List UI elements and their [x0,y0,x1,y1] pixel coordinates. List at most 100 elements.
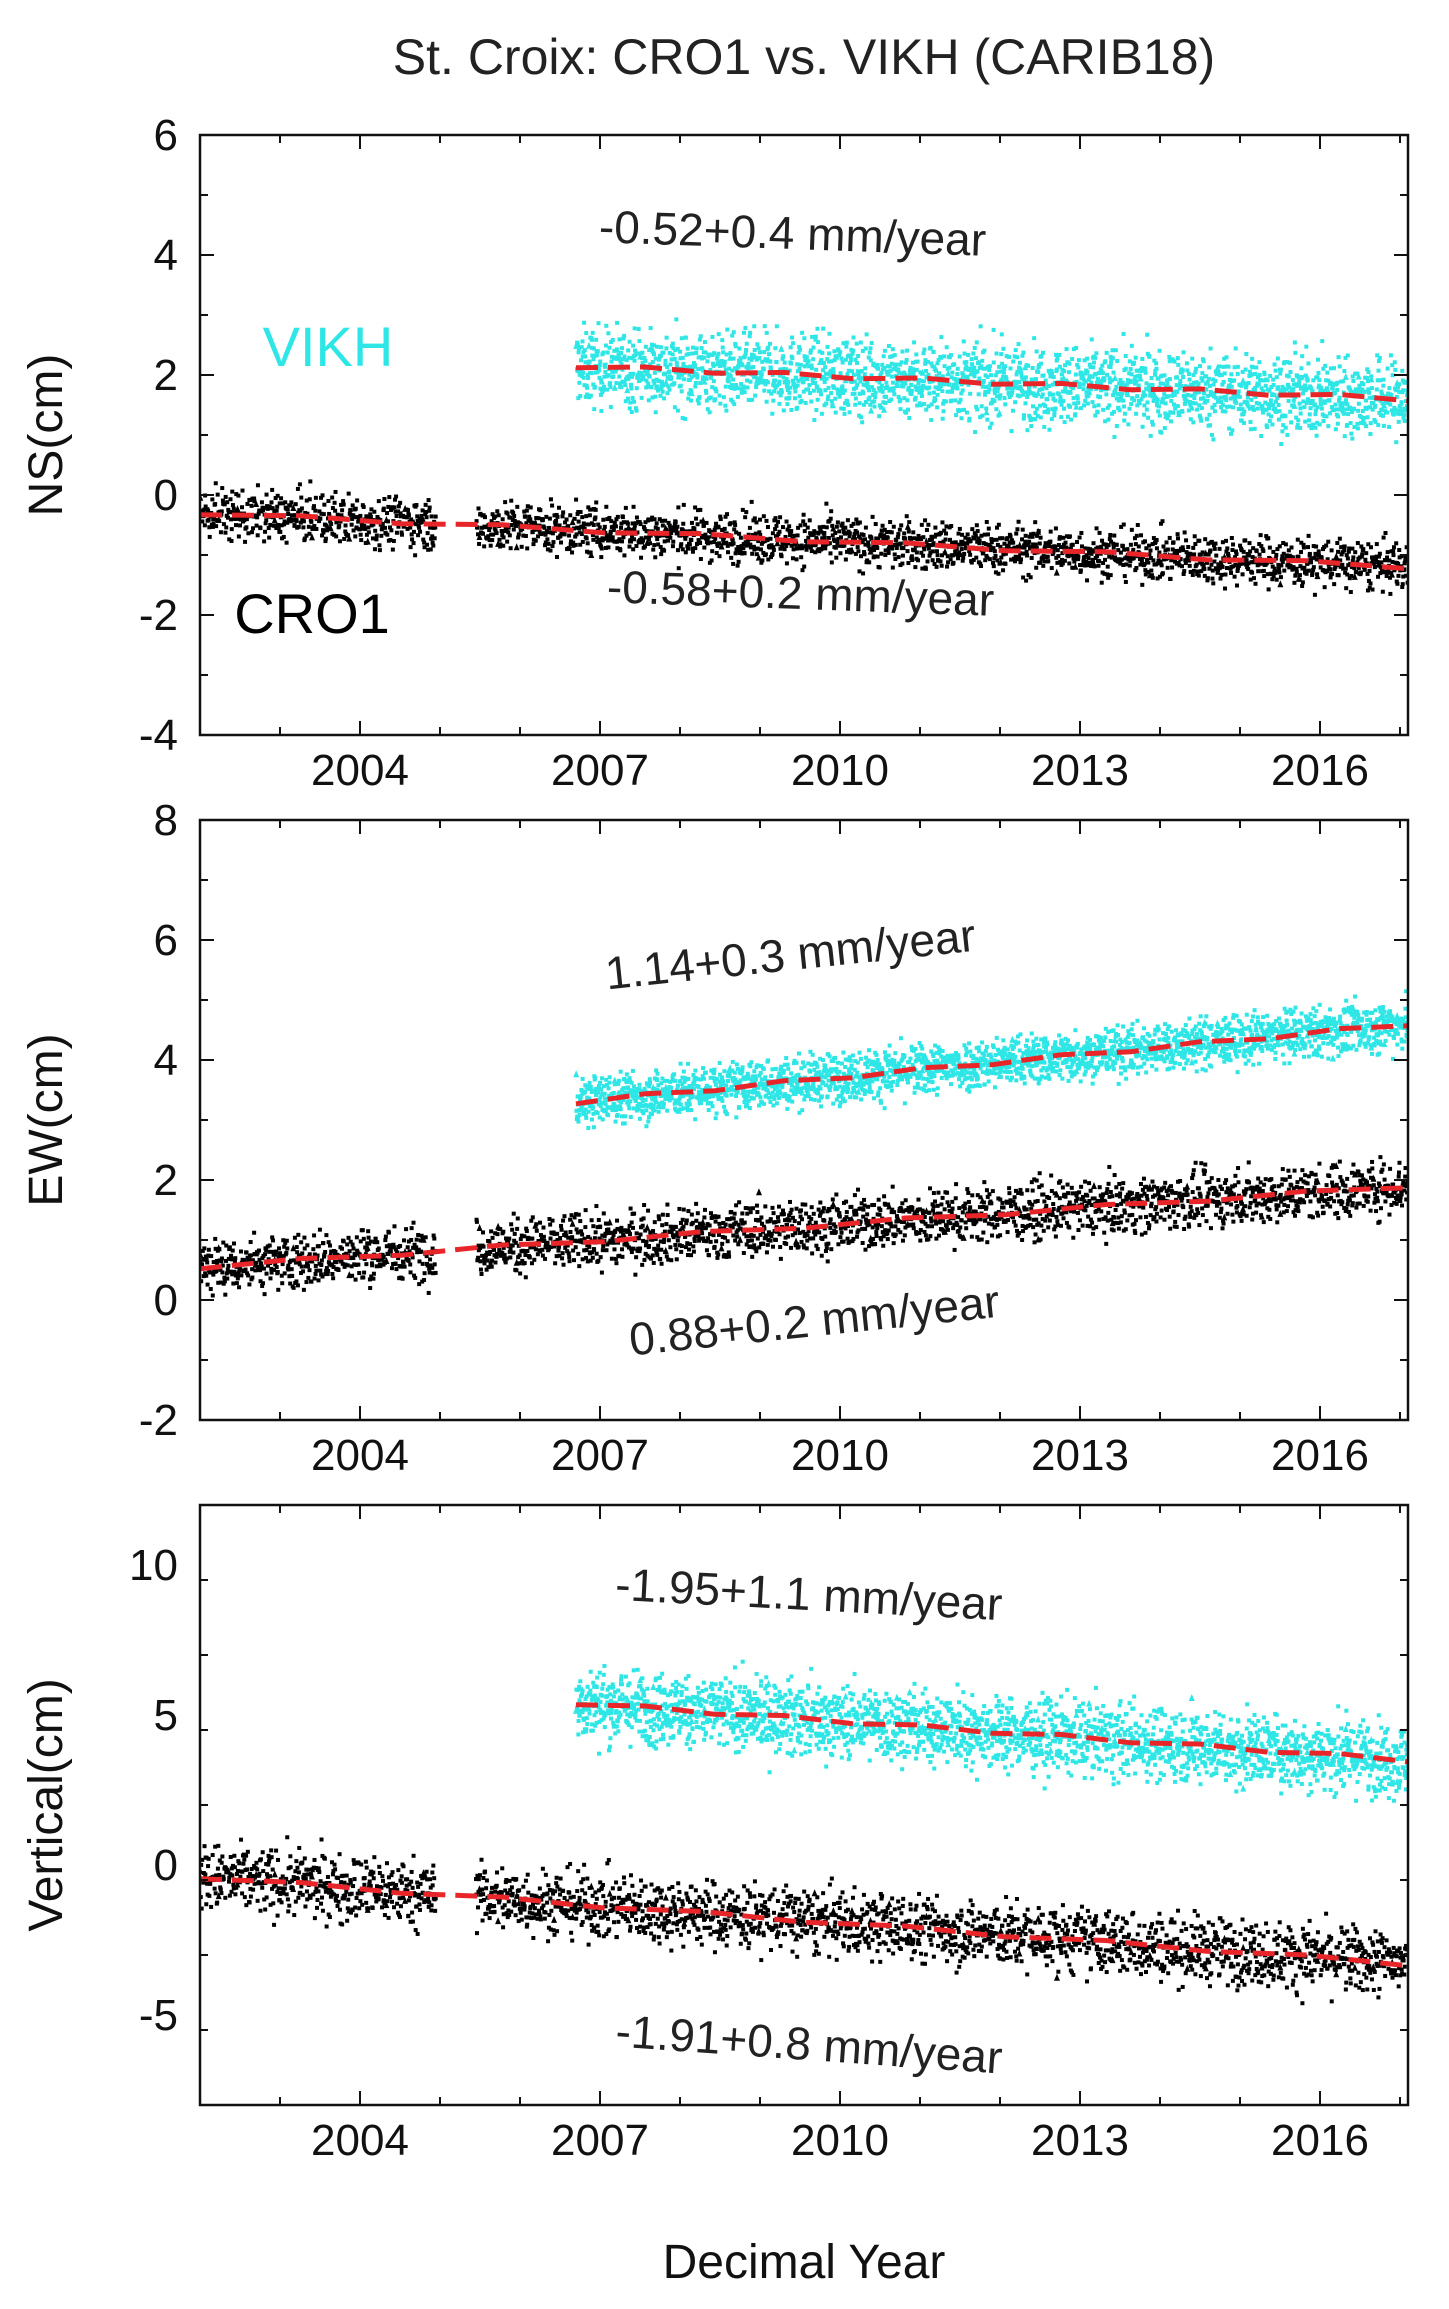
data-point [1244,351,1249,356]
data-point [966,382,971,387]
data-point [1385,550,1390,555]
data-point [515,504,520,509]
data-point [970,370,975,375]
data-point [679,542,684,547]
data-point [1105,564,1110,569]
data-point [1114,423,1119,428]
data-point [576,509,581,514]
data-point [1079,530,1084,535]
data-point [1052,413,1057,418]
data-point [1175,356,1180,361]
data-point [973,533,978,538]
data-point [736,362,741,367]
data-point [756,346,761,351]
data-point [521,533,526,538]
data-point [998,369,1003,374]
data-point [958,553,963,558]
data-point [1364,424,1369,429]
data-point [964,360,969,365]
data-point [996,571,1001,576]
data-point [953,549,958,554]
data-point [590,1089,595,1094]
data-point [1087,362,1092,367]
data-point [1251,546,1256,551]
data-point [380,521,385,526]
data-point [867,350,872,355]
data-point [639,371,644,376]
data-point [739,381,744,386]
data-point [698,507,703,512]
data-point [220,498,225,503]
data-point [919,390,924,395]
data-point [233,523,238,528]
data-point [1368,421,1373,426]
data-point [1019,371,1024,376]
data-point [648,326,653,331]
data-point [1033,377,1038,382]
data-point [1150,422,1155,427]
data-point [974,404,979,409]
data-point [692,527,697,532]
data-point [595,370,600,375]
data-point [1248,577,1253,582]
data-point [1206,541,1211,546]
data-point [913,565,918,570]
data-point [1229,565,1234,570]
data-point [969,357,974,362]
data-point [821,524,826,529]
data-point [885,535,890,540]
data-point [985,555,990,560]
data-point [1073,412,1078,417]
data-point [421,537,426,542]
data-point [585,541,590,546]
data-point [912,340,917,345]
data-point [330,506,335,511]
data-point [1333,564,1338,569]
data-point [1206,393,1211,398]
data-point [942,364,947,369]
data-point [298,508,303,513]
data-point [870,385,875,390]
data-point [382,496,387,501]
data-point [977,376,982,381]
data-point [1218,395,1223,400]
data-point [411,529,416,534]
data-point [1079,371,1084,376]
data-point [909,554,914,559]
data-point [1345,556,1350,561]
data-point [740,388,745,393]
data-point [579,1088,584,1093]
data-point [952,362,957,367]
data-point [1003,561,1008,566]
data-point [872,404,877,409]
data-point [508,546,513,551]
data-point [240,505,245,510]
data-point [1327,398,1332,403]
data-point [1378,398,1383,403]
data-point [255,483,260,488]
data-point [845,399,850,404]
data-point [1290,377,1295,382]
data-point [1239,418,1244,423]
data-point [1181,350,1186,355]
data-point [291,518,296,523]
data-point [812,376,817,381]
data-point [1090,560,1095,565]
data-point [801,519,806,524]
data-point [385,532,390,537]
data-point [1048,529,1053,534]
data-point [892,353,897,358]
data-point [1064,545,1069,550]
data-point [821,375,826,380]
data-point [1235,566,1240,571]
data-point [862,552,867,557]
data-point [793,396,798,401]
data-point [694,346,699,351]
data-point [597,1115,602,1120]
data-point [1353,550,1358,555]
data-point [616,355,621,360]
data-point [1276,566,1281,571]
data-point [784,519,789,524]
data-point [1327,411,1332,416]
